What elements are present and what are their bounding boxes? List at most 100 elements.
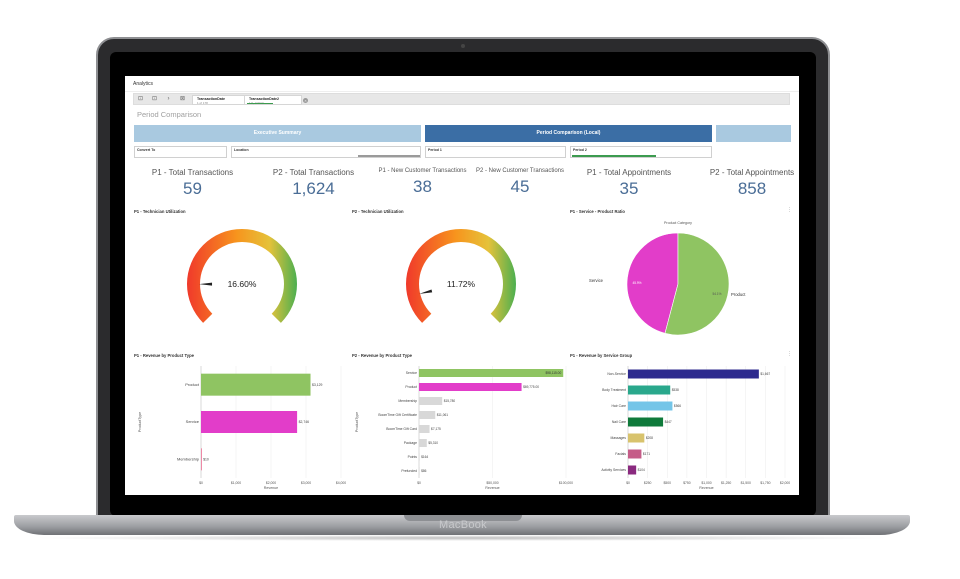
category-label: Facials [615, 452, 626, 456]
x-tick-label: $3,000 [301, 481, 311, 485]
x-axis-label: Revenue [264, 486, 278, 490]
category-label: BoomTime Gift Card [386, 427, 417, 431]
bar-value-label: $104 [638, 468, 645, 472]
category-label: Service [186, 419, 200, 424]
bar-value-label: $86 [421, 469, 427, 473]
clear-selections-icon[interactable]: ⊠ [179, 96, 186, 102]
bar-body-treatment[interactable] [628, 385, 671, 395]
kpi-value: 1,624 [292, 179, 335, 198]
gauge-arc [187, 229, 297, 323]
bar-product[interactable] [201, 373, 311, 396]
x-tick-label: $2,000 [780, 481, 790, 485]
bar-value-label: $98,115.00 [546, 371, 562, 375]
category-label: Membership [177, 457, 200, 462]
bar-membership[interactable] [201, 448, 202, 471]
gauge-p1: 16.60% [187, 229, 297, 323]
x-tick-label: $100,000 [559, 481, 573, 485]
y-axis-label: ProductType [355, 412, 359, 432]
pie-value-service: 45.9% [632, 281, 641, 285]
selections-bar: ⊡ ⊡ › ⊠ TransactionDate 1 of 178 × Trans… [133, 93, 790, 105]
panel-title-bar2: P2 - Revenue by Product Type [352, 353, 412, 358]
bar-service[interactable] [201, 411, 298, 433]
selection-chip-2[interactable]: TransactionDate2 1/1, 4:00 P... × [244, 95, 308, 105]
tab-period-comparison[interactable]: Period Comparison (Local) [425, 125, 712, 142]
filter-period-1[interactable]: Period 1 [425, 146, 566, 158]
bar-value-label: $538 [672, 388, 679, 392]
bar-value-label: $3,129 [312, 383, 322, 387]
x-tick-label: $1,750 [760, 481, 770, 485]
category-label: Product [185, 382, 200, 387]
x-tick-label: $50,000 [486, 481, 498, 485]
kpi-p2-total-transactions: P2 - Total Transactions 1,624 [266, 168, 361, 199]
bar-package[interactable] [419, 439, 427, 447]
app-title: Analytics [133, 81, 154, 87]
x-tick-label: $1,000 [231, 481, 241, 485]
filter-label: Convert To [137, 148, 156, 152]
filter-period-2[interactable]: Period 2 [570, 146, 712, 158]
gauge-needle [419, 289, 433, 294]
bar-service[interactable] [419, 369, 564, 377]
x-tick-label: $750 [683, 481, 691, 485]
bar-membership[interactable] [419, 397, 443, 405]
filter-label: Period 2 [573, 148, 587, 152]
bar-hair-care[interactable] [628, 401, 673, 411]
step-icon[interactable]: › [167, 96, 170, 102]
bar-prefunded[interactable] [419, 467, 420, 475]
kpi-label: P1 - Total Transactions [151, 168, 234, 177]
kpi-label: P2 - Total Appointments [709, 168, 795, 177]
bar-facials[interactable] [628, 449, 642, 459]
kpi-value: 59 [183, 179, 202, 198]
bar-chart-p2-product-type: $0 $50,000 $100,000 Revenue ProductType Servi… [355, 366, 573, 490]
panel-title-pie: P1 - Service - Product Ratio [570, 209, 625, 214]
select-back-icon[interactable]: ⊡ [137, 96, 144, 102]
filter-progress [358, 155, 420, 157]
bar-points[interactable] [419, 453, 420, 461]
kpi-label: P1 - New Customer Transactions [378, 168, 467, 174]
gauge-needle [199, 282, 213, 286]
bar-product[interactable] [419, 383, 522, 391]
x-tick-label: $0 [626, 481, 630, 485]
selection-value: 1 of 178 [197, 101, 208, 105]
bar-activity-services[interactable] [628, 465, 637, 475]
category-label: Package [404, 441, 417, 445]
y-axis-label: ProductType [138, 412, 142, 432]
bar-value-label: $15,780 [444, 399, 456, 403]
category-label: Non-Service [607, 372, 626, 376]
x-tick-label: $4,000 [336, 481, 346, 485]
panel-title-bar1: P1 - Revenue by Product Type [134, 353, 194, 358]
bar-massages[interactable] [628, 433, 645, 443]
x-tick-label: $2,000 [266, 481, 276, 485]
bar-value-label: $7,175 [431, 427, 441, 431]
kpi-value: 38 [413, 177, 432, 196]
more-icon[interactable]: ⋮ [787, 351, 792, 357]
bar-boomtime-gift-certificate[interactable] [419, 411, 436, 419]
pie-legend-title: Product Category [664, 221, 692, 225]
gauge-value: 16.60% [228, 279, 257, 289]
pie-slice-service[interactable] [626, 232, 679, 334]
kpi-value: 35 [619, 179, 639, 198]
pie-value-product: 54.1% [712, 292, 721, 296]
kpi-value: 45 [510, 177, 530, 196]
pie-label-service: Service [589, 278, 604, 283]
close-icon[interactable]: × [303, 98, 308, 103]
bar-value-label: $171 [643, 452, 650, 456]
x-tick-label: $1,500 [741, 481, 751, 485]
bar-nail-care[interactable] [628, 417, 664, 427]
selection-field: TransactionDate [197, 97, 225, 101]
filter-convert-to[interactable]: Convert To [134, 146, 227, 158]
select-forward-icon[interactable]: ⊡ [151, 96, 158, 102]
category-label: Prefunded [401, 469, 417, 473]
bar-boomtime-gift-card[interactable] [419, 425, 430, 433]
tab-next[interactable] [716, 125, 791, 142]
kpi-p1-total-appointments: P1 - Total Appointments 35 [581, 168, 677, 199]
pie-slice-product[interactable] [664, 232, 730, 336]
filter-location[interactable]: Location [231, 146, 421, 158]
more-icon[interactable]: ⋮ [787, 207, 792, 213]
gauge-p2: 11.72% [406, 228, 516, 323]
tab-executive-summary[interactable]: Executive Summary [134, 125, 421, 142]
sheet-title: Period Comparison [137, 110, 202, 119]
bar-non-service[interactable] [628, 369, 759, 379]
panel-title-gauge2: P2 - Technician Utilization [352, 209, 404, 214]
bar-value-label: $10 [203, 457, 209, 461]
category-label: Body Treatment [602, 388, 626, 392]
